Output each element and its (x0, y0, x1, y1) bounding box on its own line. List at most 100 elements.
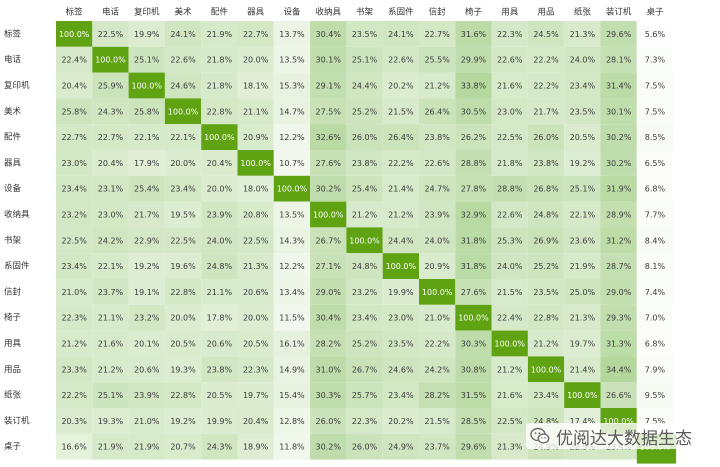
cell-value-label: 100.0% (168, 107, 199, 116)
cell-value-label: 25.3% (497, 236, 523, 245)
heatmap-cell (92, 279, 129, 305)
cell-value-label: 19.6% (170, 262, 196, 271)
heatmap-cell (419, 21, 456, 47)
heatmap-cell (382, 175, 419, 202)
heatmap-cell (346, 382, 383, 408)
cell-value-label: 20.5% (243, 340, 269, 349)
cell-value-label: 23.6% (570, 236, 596, 245)
heatmap-cell (564, 279, 601, 305)
cell-value-label: 24.6% (170, 82, 196, 91)
heatmap-cell (636, 382, 674, 408)
heatmap-cell (310, 382, 347, 408)
heatmap-cell (419, 72, 456, 99)
cell-value-label: 30.3% (316, 391, 342, 400)
cell-value-label: 29.3% (606, 314, 632, 323)
heatmap-cell (636, 253, 674, 279)
heatmap-cell (346, 21, 383, 47)
heatmap-cell (419, 227, 456, 254)
heatmap-cell (201, 201, 238, 228)
heatmap-cell (164, 382, 202, 408)
cell-value-label: 20.7% (170, 443, 196, 452)
row-label: 用品 (4, 365, 21, 375)
heatmap-cell (527, 201, 565, 228)
heatmap-cell (600, 304, 637, 331)
cell-value-label: 28.8% (461, 159, 487, 168)
heatmap-cell (636, 72, 674, 99)
cell-value-label: 15.3% (279, 82, 305, 91)
heatmap-cell (164, 433, 202, 460)
cell-value-label: 22.5% (243, 236, 269, 245)
cell-value-label: 25.0% (570, 288, 596, 297)
heatmap-cell (527, 304, 565, 331)
heatmap-cell-max (491, 330, 528, 357)
cell-value-label: 31.6% (461, 30, 487, 39)
heatmap-cell (237, 72, 274, 99)
cell-value-label: 23.7% (98, 288, 124, 297)
cell-value-label: 26.4% (424, 107, 450, 116)
chat-bubbles-icon (530, 427, 550, 444)
cell-value-label: 13.7% (279, 30, 305, 39)
heatmap-cell (310, 330, 347, 357)
cell-value-label: 23.1% (98, 185, 124, 194)
heatmap-cell (201, 150, 238, 176)
cell-value-label: 21.3% (570, 30, 596, 39)
cell-value-label: 6.8% (645, 185, 666, 194)
cell-value-label: 21.2% (424, 82, 450, 91)
cell-value-label: 22.3% (61, 314, 87, 323)
cell-value-label: 22.2% (424, 340, 450, 349)
heatmap-cell (600, 175, 637, 202)
heatmap-cell (527, 330, 565, 357)
heatmap-cell (527, 175, 565, 202)
heatmap-cell (273, 433, 311, 460)
cell-value-label: 20.5% (207, 391, 233, 400)
heatmap-cell (237, 98, 274, 125)
cell-value-label: 23.4% (533, 391, 559, 400)
cell-value-label: 12.8% (279, 417, 305, 426)
cell-value-label: 23.0% (388, 314, 414, 323)
heatmap-cell (237, 227, 274, 254)
cell-value-label: 21.5% (388, 107, 414, 116)
cell-value-label: 22.1% (170, 133, 196, 142)
heatmap-cell (310, 46, 347, 73)
row-label: 椅子 (4, 312, 22, 323)
cell-value-label: 21.9% (207, 30, 233, 39)
heatmap-cell (56, 46, 93, 73)
heatmap-cell (382, 227, 419, 254)
cell-value-label: 100.0% (349, 236, 380, 245)
cell-value-label: 22.3% (497, 30, 523, 39)
cell-value-label: 19.7% (243, 391, 269, 400)
heatmap-cell (491, 408, 528, 434)
heatmap-cell (56, 72, 93, 99)
cell-value-label: 20.0% (170, 159, 196, 168)
row-label: 标签 (4, 28, 22, 39)
cell-value-label: 15.4% (279, 391, 305, 400)
cell-value-label: 20.4% (243, 417, 269, 426)
heatmap-cell (382, 382, 419, 408)
heatmap-cell (455, 175, 492, 202)
cell-value-label: 31.8% (461, 236, 487, 245)
cell-value-label: 31.5% (461, 391, 487, 400)
row-label: 器具 (4, 158, 22, 168)
cell-value-label: 29.0% (606, 288, 632, 297)
heatmap-cell (346, 175, 383, 202)
heatmap-cell (273, 304, 311, 331)
cell-value-label: 27.1% (316, 262, 342, 271)
heatmap-cell (346, 356, 383, 383)
cell-value-label: 100.0% (422, 288, 453, 297)
heatmap-cell (600, 253, 637, 279)
row-label: 配件 (4, 132, 22, 143)
heatmap-cell (164, 150, 202, 176)
cell-value-label: 21.0% (424, 314, 450, 323)
cell-value-label: 32.9% (461, 211, 487, 220)
cell-value-label: 21.9% (134, 443, 160, 452)
heatmap-cell (92, 124, 129, 150)
cell-value-label: 19.5% (170, 211, 196, 220)
cell-value-label: 19.2% (570, 159, 596, 168)
heatmap-cell (636, 98, 674, 125)
column-label: 标签 (66, 7, 84, 18)
heatmap-cell (201, 304, 238, 331)
heatmap-cell (455, 124, 492, 150)
heatmap-cell (56, 150, 93, 176)
cell-value-label: 25.9% (98, 82, 124, 91)
cell-value-label: 20.8% (243, 211, 269, 220)
